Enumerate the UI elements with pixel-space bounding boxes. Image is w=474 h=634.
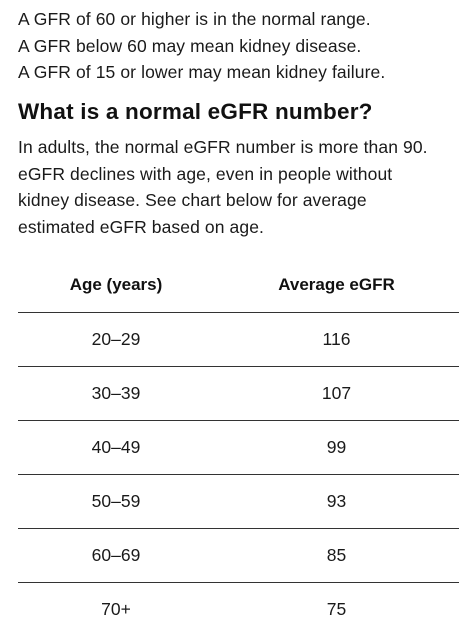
egfr-cell: 107 xyxy=(214,366,459,421)
egfr-cell: 85 xyxy=(214,528,459,583)
section-heading: What is a normal eGFR number? xyxy=(18,99,373,124)
intro-line: A GFR of 60 or higher is in the normal r… xyxy=(18,9,371,29)
age-cell: 70+ xyxy=(101,599,131,619)
paragraph-line: estimated eGFR based on age. xyxy=(18,216,264,237)
paragraph-line: eGFR declines with age, even in people w… xyxy=(18,163,393,184)
intro-line: A GFR of 15 or lower may mean kidney fai… xyxy=(18,62,386,82)
age-cell: 40–49 xyxy=(18,420,214,475)
table-row: 20–29 116 xyxy=(18,312,459,367)
egfr-cell: 93 xyxy=(214,474,459,529)
paragraph-line: kidney disease. See chart below for aver… xyxy=(18,190,367,210)
table-row: 30–39 107 xyxy=(18,366,459,421)
table-row: 50–59 93 xyxy=(18,474,459,529)
egfr-cell: 116 xyxy=(214,312,459,367)
age-cell: 60–69 xyxy=(18,528,214,583)
age-cell: 20–29 xyxy=(18,312,214,367)
intro-text: A GFR of 60 or higher is in the normal r… xyxy=(18,6,468,86)
age-cell: 30–39 xyxy=(18,366,214,421)
paragraph-line: In adults, the normal eGFR number is mor… xyxy=(18,137,428,157)
column-header-egfr: Average eGFR xyxy=(214,258,459,313)
table-row: 60–69 85 xyxy=(18,528,459,583)
column-header-age: Age (years) xyxy=(18,258,214,313)
egfr-by-age-table: Age (years) Average eGFR 20–29 116 30–39… xyxy=(18,258,459,634)
section-paragraph: In adults, the normal eGFR number is mor… xyxy=(18,134,468,240)
egfr-cell: 99 xyxy=(214,420,459,475)
table-header-row: Age (years) Average eGFR xyxy=(18,258,459,313)
table-row: 40–49 99 xyxy=(18,420,459,475)
egfr-cell: 75 xyxy=(326,599,347,619)
intro-line: A GFR below 60 may mean kidney disease. xyxy=(18,35,362,56)
age-cell: 50–59 xyxy=(18,474,214,529)
table-row: 70+ 75 xyxy=(18,583,459,634)
